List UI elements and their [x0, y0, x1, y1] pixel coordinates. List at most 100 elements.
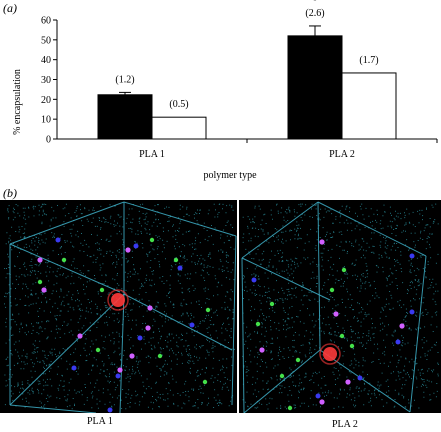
scatter-cloud-pla2	[242, 203, 439, 410]
chart-labels: PLA 1 (1.2) (0.5) PLA 2 (2.6)* (1.7)	[115, 0, 378, 160]
magenta-particle	[319, 399, 325, 405]
blue-particle	[133, 243, 139, 249]
cube-edge	[9, 293, 125, 406]
y-tick-label: 50	[41, 35, 51, 46]
data-label: (2.6)	[305, 8, 324, 19]
red-cluster-halo	[107, 289, 129, 311]
cube-outline-pla1	[9, 201, 237, 413]
cube-edge	[317, 201, 321, 351]
cube-edge	[241, 257, 331, 301]
blue-particle	[409, 309, 415, 315]
green-particle	[202, 379, 208, 385]
magenta-particle	[129, 353, 135, 359]
red-cluster	[323, 347, 337, 361]
cube-edge	[9, 201, 125, 245]
green-particle	[329, 287, 335, 293]
magenta-particle	[399, 323, 405, 329]
scatter-noise	[242, 203, 439, 410]
cube-edge	[319, 349, 411, 413]
micrograph-caption-pla2: PLA 2	[332, 419, 358, 430]
bar-chart: 0 10 20 30 40 50 60 PLA 1 (1.2) (0.5) PLA 2 (2.6)*…	[12, 0, 438, 181]
blue-particle	[315, 393, 321, 399]
green-particle	[37, 279, 43, 285]
y-tick-label: 10	[41, 115, 51, 126]
blue-particle	[251, 277, 257, 283]
blue-particle	[137, 335, 143, 341]
x-tick-label: PLA 1	[139, 149, 165, 160]
blue-particle	[177, 265, 183, 271]
blue-particle	[55, 237, 61, 243]
cube-edge	[317, 201, 427, 257]
green-particle	[279, 373, 285, 379]
cube-edge	[231, 235, 237, 406]
red-cluster	[111, 293, 125, 307]
blue-particle	[107, 407, 113, 413]
x-tick-label: PLA 2	[329, 149, 355, 160]
magenta-particle	[125, 247, 131, 253]
cube-edge	[241, 257, 245, 413]
green-particle	[295, 357, 301, 363]
x-axis-label: polymer type	[203, 170, 257, 181]
cube-edge	[9, 243, 121, 293]
y-tick-label: 0	[46, 135, 51, 146]
blue-particle	[189, 322, 195, 328]
scatter-cloud-pla1	[4, 203, 235, 410]
bar	[97, 94, 153, 140]
magenta-particle	[117, 367, 123, 373]
magenta-particle	[147, 305, 153, 311]
bar	[151, 116, 207, 140]
cube-edge	[241, 201, 319, 259]
y-axis-label: % encapsulation	[12, 69, 23, 135]
cube-outline-pla2	[241, 201, 427, 413]
particles-pla2	[251, 239, 415, 411]
blue-particle	[71, 365, 77, 371]
magenta-particle	[37, 257, 43, 263]
magenta-particle	[345, 379, 351, 385]
green-particle	[61, 257, 67, 263]
green-particle	[95, 347, 101, 353]
green-particle	[99, 287, 105, 293]
y-tick-label: 30	[41, 75, 51, 86]
green-particle	[349, 343, 355, 349]
green-particle	[255, 321, 261, 327]
micrograph-panels	[0, 200, 441, 413]
magenta-particle	[319, 239, 325, 245]
green-particle	[173, 257, 179, 263]
blue-particle	[357, 375, 363, 381]
particles-pla1	[37, 237, 211, 413]
cube-edge	[243, 349, 321, 413]
y-tick-label: 40	[41, 55, 51, 66]
significance-marker: *	[312, 0, 318, 7]
green-particle	[287, 405, 293, 411]
panel-b-label: (b)	[3, 186, 17, 200]
cube-edge	[119, 293, 125, 413]
y-tick-label: 20	[41, 95, 51, 106]
red-cluster-halo	[319, 343, 341, 365]
magenta-particle	[259, 347, 265, 353]
green-particle	[339, 333, 345, 339]
scatter-noise	[4, 203, 235, 410]
magenta-particle	[145, 325, 151, 331]
panel-a-label: (a)	[3, 1, 17, 15]
cube-edge	[123, 293, 233, 351]
magenta-particle	[333, 311, 339, 317]
y-tick-label: 60	[41, 16, 51, 27]
cube-edge	[123, 201, 237, 237]
cube-edge	[409, 255, 427, 413]
bar	[341, 72, 397, 140]
data-label: (0.5)	[169, 99, 188, 110]
micrograph-caption-pla1: PLA 1	[87, 416, 113, 427]
data-label: (1.2)	[115, 74, 134, 85]
blue-particle	[115, 373, 121, 379]
magenta-particle	[77, 333, 83, 339]
bar	[287, 35, 343, 140]
green-particle	[205, 307, 211, 313]
chart-bars	[97, 25, 397, 140]
green-particle	[149, 237, 155, 243]
cube-edge	[9, 404, 97, 413]
blue-particle	[395, 339, 401, 345]
magenta-particle	[41, 287, 47, 293]
green-particle	[157, 353, 163, 359]
green-particle	[269, 301, 275, 307]
